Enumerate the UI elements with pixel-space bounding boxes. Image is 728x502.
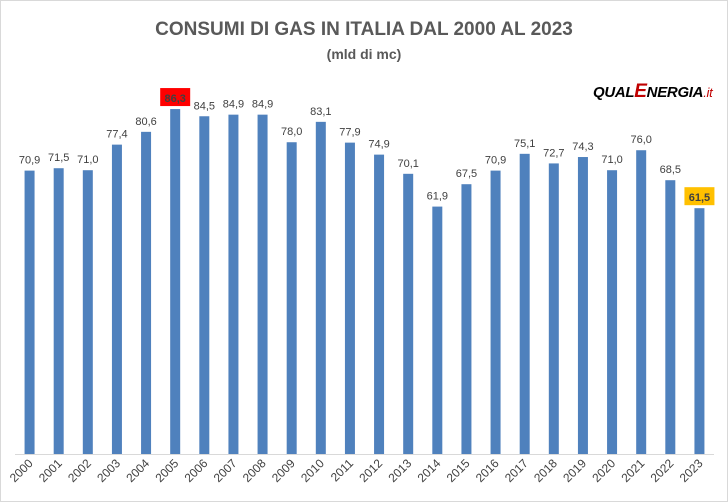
chart-title: CONSUMI DI GAS IN ITALIA DAL 2000 AL 202…: [155, 19, 573, 40]
bar-2007: [228, 114, 239, 455]
data-label-2005: 86,3: [164, 93, 185, 105]
bar-2023: [694, 208, 705, 454]
bar-2001: [53, 168, 64, 455]
x-tick-2012: 2012: [356, 456, 385, 485]
data-label-2006: 84,5: [194, 100, 215, 112]
data-label-2013: 70,1: [397, 158, 418, 170]
data-label-2000: 70,9: [19, 155, 40, 167]
x-tick-2011: 2011: [328, 456, 356, 484]
x-tick-2010: 2010: [298, 456, 327, 485]
bar-2006: [199, 116, 210, 454]
data-label-2019: 74,3: [572, 141, 593, 153]
data-label-2009: 78,0: [281, 126, 302, 138]
data-label-2021: 76,0: [630, 134, 651, 146]
x-tick-2023: 2023: [677, 456, 706, 485]
x-tick-2021: 2021: [619, 456, 648, 485]
x-tick-2016: 2016: [473, 456, 502, 485]
bar-2010: [315, 121, 326, 454]
data-label-2022: 68,5: [660, 164, 681, 176]
x-tick-2003: 2003: [94, 456, 123, 485]
bar-2009: [286, 142, 297, 454]
bar-2003: [111, 144, 122, 454]
bar-2013: [403, 173, 414, 454]
x-tick-2001: 2001: [36, 456, 65, 485]
x-tick-2019: 2019: [560, 456, 589, 485]
bar-2012: [374, 154, 385, 454]
bar-2022: [665, 180, 676, 454]
data-label-2020: 71,0: [601, 154, 622, 166]
data-label-2017: 75,1: [514, 138, 535, 150]
bar-2000: [24, 170, 35, 454]
bar-2015: [461, 184, 472, 454]
bar-2011: [344, 142, 355, 454]
bar-2004: [141, 131, 152, 454]
chart-subtitle: (mld di mc): [326, 46, 402, 62]
bar-2016: [490, 170, 501, 454]
x-tick-2017: 2017: [502, 456, 531, 485]
x-tick-2014: 2014: [415, 456, 444, 485]
logo-part-qual: QUAL: [593, 84, 635, 101]
x-tick-2013: 2013: [386, 456, 415, 485]
bar-2014: [432, 206, 443, 454]
x-tick-2007: 2007: [211, 456, 240, 485]
x-tick-2005: 2005: [153, 456, 182, 485]
data-label-2023: 61,5: [689, 192, 710, 204]
bar-2019: [577, 157, 588, 455]
data-label-2012: 74,9: [368, 139, 389, 151]
x-tick-2006: 2006: [182, 456, 211, 485]
data-label-2016: 70,9: [485, 155, 506, 167]
data-label-2001: 71,5: [48, 152, 69, 164]
x-tick-2015: 2015: [444, 456, 473, 485]
bar-2021: [636, 150, 647, 454]
logo-part-nergia: NERGIA: [646, 84, 704, 101]
data-label-2010: 83,1: [310, 106, 331, 118]
x-tick-2009: 2009: [269, 456, 298, 485]
data-label-2003: 77,4: [106, 129, 127, 141]
data-label-2014: 61,9: [427, 191, 448, 203]
logo-part-it: .it: [703, 85, 713, 100]
data-label-highlight-2023: [684, 187, 715, 206]
bar-2017: [519, 153, 530, 454]
bar-2005: [170, 109, 181, 454]
data-label-highlight-2005: [160, 88, 191, 107]
brand-logo: QUALENERGIA.it: [593, 81, 713, 103]
x-tick-2002: 2002: [65, 456, 94, 485]
data-label-2018: 72,7: [543, 147, 564, 159]
bar-2018: [548, 163, 559, 455]
x-tick-2000: 2000: [7, 456, 36, 485]
logo-part-e: E: [634, 81, 647, 102]
data-label-2011: 77,9: [339, 127, 360, 139]
data-label-2015: 67,5: [456, 168, 477, 180]
x-tick-2022: 2022: [648, 456, 677, 485]
x-tick-2020: 2020: [589, 456, 618, 485]
bar-2008: [257, 114, 268, 455]
data-label-2008: 84,9: [252, 99, 273, 111]
data-label-2004: 80,6: [135, 116, 156, 128]
bar-2020: [607, 170, 618, 454]
data-label-2007: 84,9: [223, 99, 244, 111]
x-tick-2004: 2004: [123, 456, 152, 485]
x-tick-2008: 2008: [240, 456, 269, 485]
x-tick-2018: 2018: [531, 456, 560, 485]
data-label-2002: 71,0: [77, 154, 98, 166]
bar-2002: [82, 170, 93, 454]
